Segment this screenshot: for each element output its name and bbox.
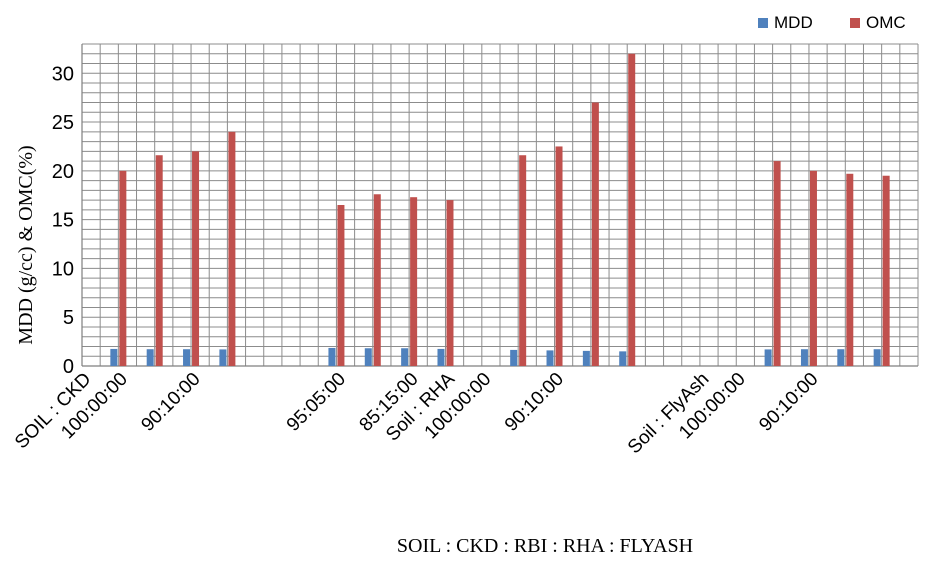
- legend-label-mdd: MDD: [774, 13, 813, 32]
- bar-omc: [155, 155, 163, 366]
- bar-mdd: [401, 348, 409, 366]
- y-tick-label: 15: [52, 210, 74, 232]
- bar-omc: [591, 102, 599, 366]
- chart-grid: [81, 43, 919, 367]
- bar-mdd: [364, 348, 372, 366]
- y-tick-label: 10: [52, 258, 74, 280]
- bar-omc: [119, 170, 127, 366]
- bar-omc: [192, 151, 200, 366]
- y-axis-label: MDD (g/cc) & OMC(%): [15, 145, 37, 344]
- bar-omc: [228, 131, 236, 366]
- legend: MDD OMC: [758, 13, 906, 32]
- x-axis-label: SOIL : CKD : RBI : RHA : FLYASH: [397, 535, 693, 557]
- y-tick-label: 20: [52, 161, 74, 183]
- bar-omc: [555, 146, 563, 366]
- bar-omc: [882, 175, 890, 366]
- bar-mdd: [619, 351, 627, 366]
- bar-mdd: [110, 348, 118, 366]
- legend-label-omc: OMC: [866, 13, 906, 32]
- x-tick-label: 95:05:00: [283, 369, 350, 436]
- bar-mdd: [146, 349, 154, 366]
- y-tick-label: 25: [52, 112, 74, 134]
- bar-omc: [446, 200, 454, 366]
- y-tick-label: 5: [63, 307, 74, 329]
- bar-mdd: [873, 349, 881, 366]
- bar-omc: [519, 155, 527, 366]
- bar-omc: [628, 53, 636, 367]
- bar-omc: [773, 161, 781, 366]
- legend-swatch-omc: [850, 18, 860, 28]
- bar-omc: [410, 197, 418, 366]
- bar-omc: [337, 205, 345, 366]
- x-tick-label: 90:10:00: [755, 369, 822, 436]
- bar-mdd: [219, 349, 227, 366]
- bar-mdd: [183, 349, 191, 366]
- x-tick-label: 90:10:00: [137, 369, 204, 436]
- y-tick-label: 0: [63, 356, 74, 378]
- bar-mdd: [764, 349, 772, 366]
- bar-mdd: [546, 350, 554, 366]
- bar-mdd: [582, 350, 590, 366]
- bar-omc: [846, 173, 854, 366]
- bar-mdd: [510, 349, 518, 366]
- chart-bars: [110, 53, 890, 367]
- bar-omc: [809, 170, 817, 366]
- bar-mdd: [800, 349, 808, 366]
- bar-omc: [373, 194, 381, 366]
- x-tick-label: 90:10:00: [501, 369, 568, 436]
- bar-mdd: [328, 347, 336, 366]
- bar-mdd: [837, 349, 845, 366]
- y-tick-labels: 0 5 10 15 20 25 30: [52, 63, 74, 378]
- legend-swatch-mdd: [758, 18, 768, 28]
- y-tick-label: 30: [52, 63, 74, 85]
- bar-mdd: [437, 348, 445, 366]
